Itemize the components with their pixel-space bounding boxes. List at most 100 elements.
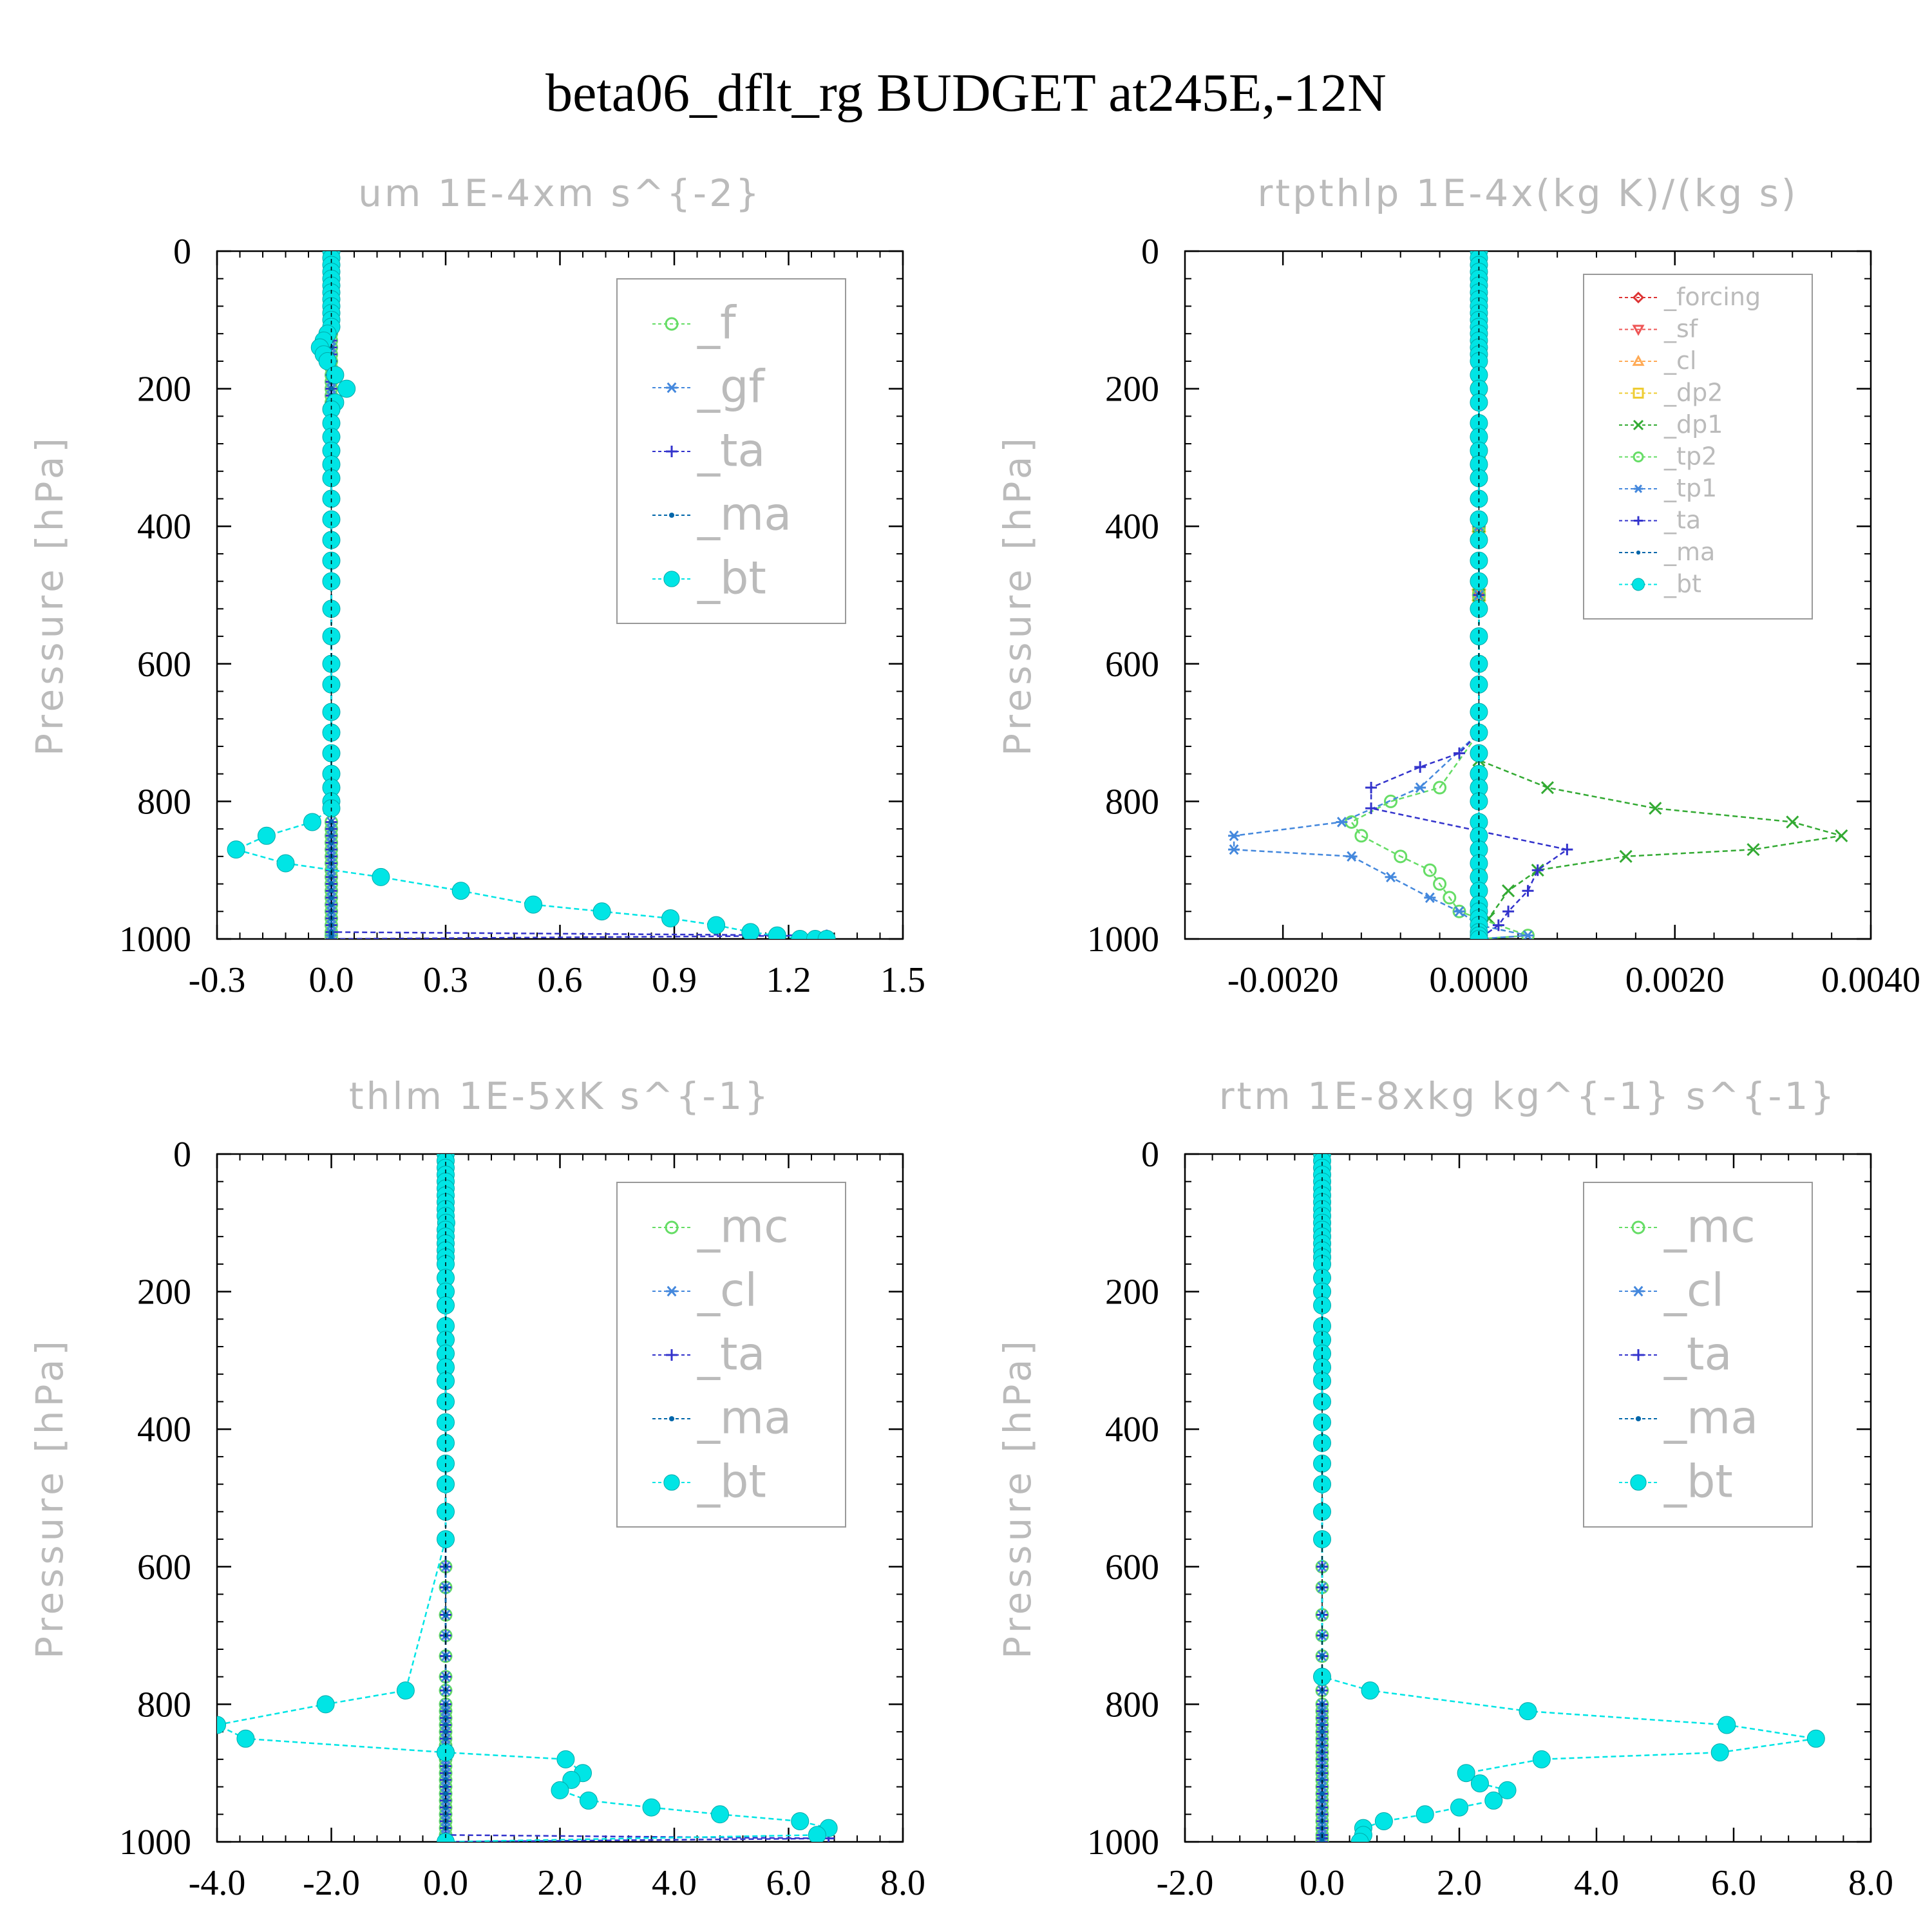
data-point xyxy=(442,1736,449,1741)
y-tick-label: 800 xyxy=(137,782,191,822)
legend-item-ma: _ma xyxy=(1619,1391,1758,1444)
data-point xyxy=(1414,782,1426,793)
y-tick-label: 600 xyxy=(1105,1548,1159,1587)
legend-label: _ta xyxy=(1663,1327,1732,1380)
y-tick-label: 200 xyxy=(1105,1273,1159,1312)
plot-area xyxy=(1228,251,1848,939)
series-line xyxy=(1350,251,1528,939)
y-axis-label: Pressure [hPa] xyxy=(28,1337,71,1659)
legend-item-f: _f xyxy=(652,296,737,349)
legend-marker xyxy=(1633,388,1644,399)
data-point xyxy=(442,1722,449,1728)
data-point xyxy=(1416,1805,1434,1824)
x-tick-label: 4.0 xyxy=(1574,1863,1619,1903)
data-point xyxy=(442,1804,449,1810)
data-point xyxy=(442,1797,449,1803)
data-point xyxy=(1336,817,1348,828)
y-tick-label: 200 xyxy=(137,1273,191,1312)
legend-label: _ma xyxy=(1663,1391,1758,1444)
data-point xyxy=(437,1413,455,1432)
data-point xyxy=(442,1653,449,1659)
data-point xyxy=(1484,1791,1503,1810)
data-point xyxy=(442,1784,449,1790)
series-line xyxy=(1370,251,1569,939)
data-point xyxy=(579,1791,598,1810)
data-point xyxy=(328,881,334,887)
legend-item-bt: _bt xyxy=(652,1455,766,1508)
data-point xyxy=(592,902,611,921)
legend-item-forcing: _forcing xyxy=(1619,283,1761,311)
data-point xyxy=(1313,1530,1331,1549)
data-point xyxy=(1450,1798,1468,1817)
data-point xyxy=(1319,1715,1325,1721)
x-tick-label: -0.0020 xyxy=(1227,960,1339,1000)
data-point xyxy=(437,1475,455,1493)
legend-item-ta: _ta xyxy=(652,424,765,477)
y-tick-label: 600 xyxy=(1105,645,1159,685)
legend-item-sf: _sf xyxy=(1619,315,1699,343)
data-point xyxy=(437,1530,455,1549)
data-point xyxy=(1470,703,1488,721)
data-point xyxy=(1319,1722,1325,1728)
series-bt xyxy=(217,1154,838,1842)
data-point xyxy=(1433,781,1447,795)
data-point xyxy=(1502,884,1515,898)
data-point xyxy=(642,1798,661,1817)
data-point xyxy=(322,572,341,591)
legend-label: _f xyxy=(697,296,737,349)
data-point xyxy=(328,902,334,907)
y-tick-label: 800 xyxy=(1105,782,1159,822)
data-point xyxy=(1350,1833,1369,1842)
data-point xyxy=(1531,864,1544,876)
y-tick-label: 1000 xyxy=(119,1823,191,1862)
data-point xyxy=(1361,1681,1379,1700)
data-point xyxy=(1492,919,1504,931)
legend-item-ma: _ma xyxy=(1619,538,1715,566)
data-point xyxy=(1470,510,1488,529)
y-tick-label: 1000 xyxy=(119,920,191,960)
data-point xyxy=(768,926,786,939)
data-point xyxy=(442,1674,449,1680)
legend-label: _cl xyxy=(1663,1264,1724,1316)
figure-title: beta06_dflt_rg BUDGET at245E,-12N xyxy=(545,63,1387,123)
y-axis-label: Pressure [hPa] xyxy=(996,434,1039,756)
legend-marker xyxy=(663,1474,680,1491)
data-point xyxy=(326,366,345,384)
legend-label: _bt xyxy=(1663,1455,1733,1508)
data-point xyxy=(372,867,390,886)
legend-item-ta: _ta xyxy=(652,1327,765,1380)
legend-label: _bt xyxy=(1663,570,1701,598)
plot-area xyxy=(227,251,836,939)
data-point xyxy=(1313,1667,1331,1686)
plot-area xyxy=(1313,1154,1825,1842)
x-tick-label: 0.0 xyxy=(309,960,354,1000)
data-point xyxy=(1522,930,1534,939)
data-point xyxy=(442,1777,449,1783)
legend-label: _ta xyxy=(1663,506,1701,535)
legend-item-bt: _bt xyxy=(1619,1455,1733,1508)
data-point xyxy=(257,826,276,845)
legend-marker xyxy=(1634,484,1643,493)
x-tick-label: 0.3 xyxy=(423,960,468,1000)
chart-panel-1: um 1E-4xm s^{-2} Pressure [hPa] -0.3 0.0 0.3… xyxy=(28,171,925,1000)
data-point xyxy=(1365,782,1378,794)
data-point xyxy=(1498,1781,1517,1799)
legend-item-cl: _cl xyxy=(1619,346,1696,375)
legend-item-dp1: _dp1 xyxy=(1619,410,1723,439)
y-tick-label: 400 xyxy=(1105,507,1159,547)
chart-panel-4: rtm 1E-8xkg kg^{-1} s^{-1} Pressure [hPa]… xyxy=(996,1074,1893,1903)
data-point xyxy=(322,510,341,529)
legend-label: _ma xyxy=(1663,538,1715,566)
x-tick-label: 0.0020 xyxy=(1625,960,1725,1000)
y-tick-label: 1000 xyxy=(1087,1823,1159,1862)
data-point xyxy=(337,379,356,398)
panel-title: thlm 1E-5xK s^{-1} xyxy=(349,1074,771,1118)
y-tick-label: 0 xyxy=(173,232,191,272)
data-point xyxy=(1519,1702,1537,1721)
data-point xyxy=(328,895,334,900)
x-tick-label: 0.0 xyxy=(423,1863,468,1903)
data-point xyxy=(1365,802,1378,815)
legend-marker xyxy=(1633,451,1644,462)
legend-label: _cl xyxy=(697,1264,757,1316)
legend-marker xyxy=(666,1285,677,1297)
